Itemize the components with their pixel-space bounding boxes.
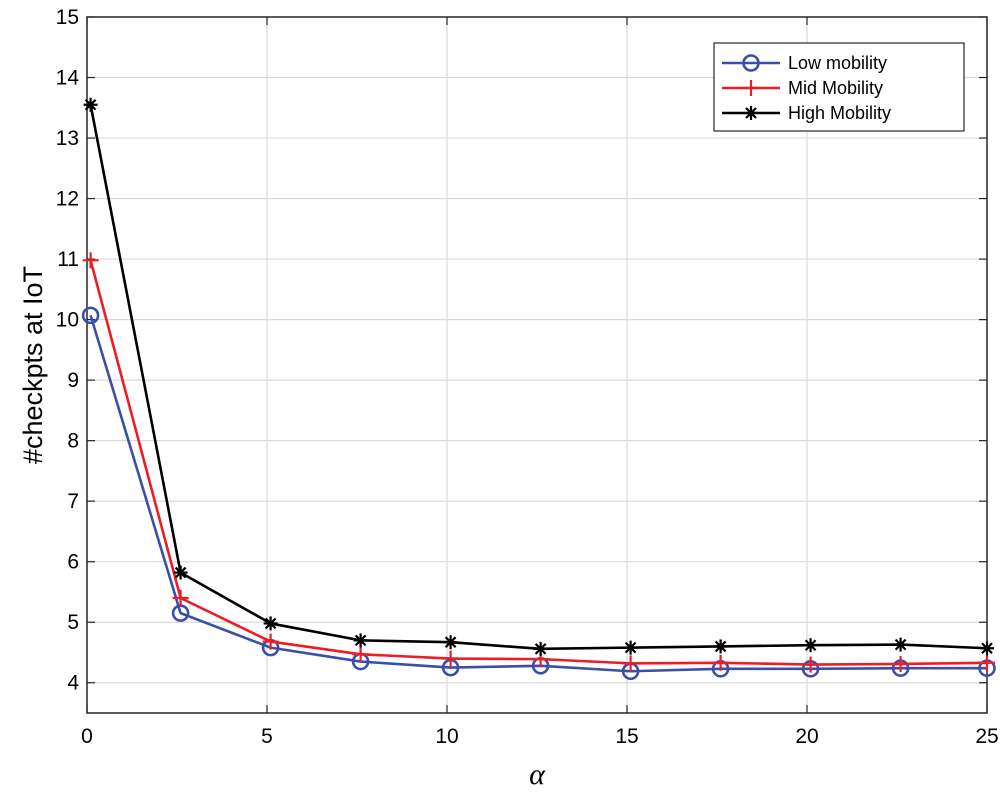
- data-point-high-mobility: [263, 616, 278, 631]
- series-layer: [81, 97, 996, 681]
- legend-swatch-marker: [744, 106, 758, 120]
- data-point-high-mobility: [803, 638, 818, 653]
- data-point-high-mobility: [533, 641, 548, 656]
- data-point-high-mobility: [623, 640, 638, 655]
- x-tick-label: 20: [795, 725, 818, 748]
- y-tick-label: 6: [67, 551, 79, 574]
- x-axis-label: α: [529, 758, 546, 791]
- legend: Low mobility Mid Mobility High Mobility: [713, 42, 965, 132]
- legend-item-mid-mobility: Mid Mobility: [722, 78, 883, 98]
- x-tick-label: 10: [435, 725, 458, 748]
- data-point-mid-mobility: [172, 590, 189, 607]
- y-tick-label: 8: [67, 430, 79, 453]
- y-tick-label: 13: [56, 127, 79, 150]
- y-tick-label: 9: [67, 369, 79, 392]
- legend-item-high-mobility: High Mobility: [722, 103, 891, 123]
- y-tick-label: 10: [56, 309, 79, 332]
- data-point-mid-mobility: [352, 646, 369, 663]
- data-point-high-mobility: [893, 637, 908, 652]
- y-tick-label: 15: [56, 6, 79, 29]
- legend-label: High Mobility: [788, 103, 891, 123]
- axis-ticks: 0 5 10 15 20 25 4 5 6 7 8 9 10 11 12 13 14 15: [56, 6, 999, 748]
- legend-swatch-marker: [743, 80, 759, 96]
- legend-label: Mid Mobility: [788, 78, 883, 98]
- data-point-mid-mobility: [892, 655, 909, 672]
- x-tick-label: 25: [975, 725, 998, 748]
- x-tick-label: 0: [81, 725, 93, 748]
- data-point-mid-mobility: [82, 252, 99, 269]
- data-point-high-mobility: [83, 97, 98, 112]
- legend-item-low-mobility: Low mobility: [722, 53, 887, 73]
- data-point-high-mobility: [353, 633, 368, 648]
- plot-area-frame: [86, 16, 988, 714]
- y-tick-label: 4: [67, 672, 79, 695]
- grid-lines: [87, 17, 987, 713]
- data-point-mid-mobility: [712, 654, 729, 671]
- legend-swatch-marker: [742, 54, 760, 72]
- y-tick-label: 14: [56, 67, 80, 90]
- y-tick-label: 11: [57, 248, 79, 271]
- series-high-mobility: [83, 97, 994, 656]
- data-point-mid-mobility: [979, 654, 995, 671]
- data-point-mid-mobility: [622, 655, 639, 672]
- data-point-mid-mobility: [442, 650, 459, 667]
- x-tick-label: 5: [261, 725, 273, 748]
- legend-label: Low mobility: [788, 53, 887, 73]
- x-tick-label: 15: [615, 725, 638, 748]
- data-point-high-mobility: [173, 565, 188, 580]
- y-tick-label: 12: [56, 188, 79, 211]
- data-point-high-mobility: [980, 641, 994, 656]
- data-point-high-mobility: [713, 639, 728, 654]
- data-point-high-mobility: [443, 635, 458, 650]
- data-point-low-mobility: [81, 306, 100, 325]
- data-point-mid-mobility: [262, 633, 279, 650]
- series-mid-mobility: [82, 252, 995, 673]
- y-axis-label: #checkpts at IoT: [18, 266, 48, 464]
- y-tick-label: 5: [67, 611, 79, 634]
- data-point-mid-mobility: [802, 656, 819, 673]
- y-tick-label: 7: [67, 490, 79, 513]
